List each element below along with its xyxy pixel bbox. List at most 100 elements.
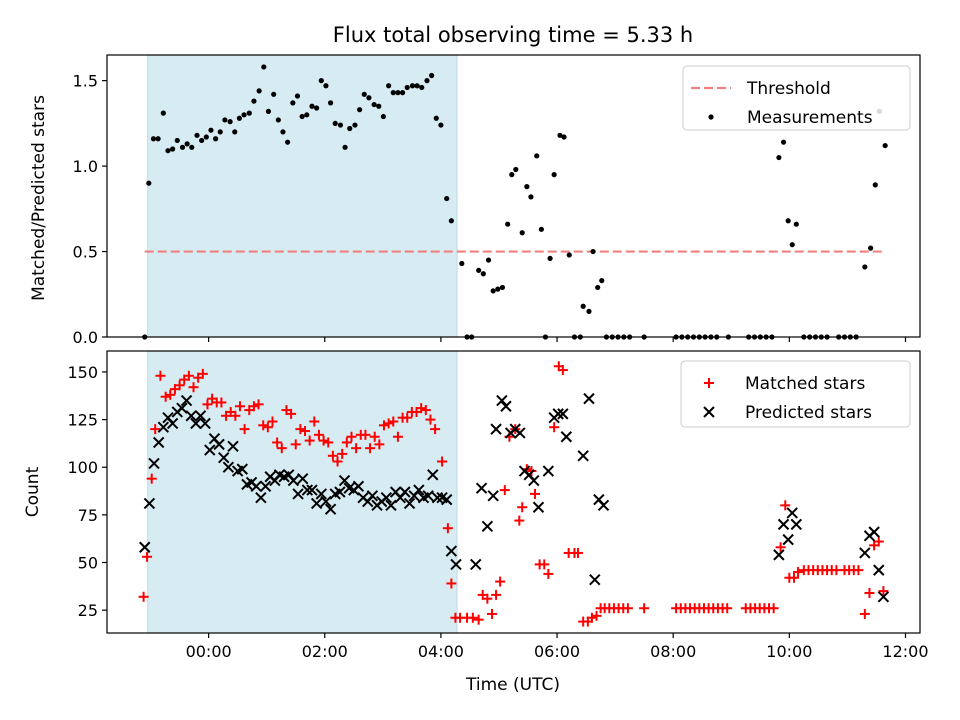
predicted-stars-point — [496, 394, 508, 407]
predicted-stars-point — [366, 490, 379, 502]
x-b — [560, 431, 573, 443]
matched-stars-point — [150, 424, 161, 435]
measurement-point — [179, 144, 186, 150]
x-b — [528, 474, 540, 487]
matched-stars-point — [188, 382, 199, 393]
matched-stars-point — [780, 500, 791, 511]
x-tick-label: 12:00 — [882, 642, 928, 661]
measurement-point — [590, 248, 596, 255]
x-b — [589, 573, 601, 586]
x-b — [490, 423, 502, 435]
measurement-point — [275, 117, 281, 123]
matched-stars-point — [873, 536, 884, 547]
predicted-stars-point — [868, 526, 880, 538]
matched-stars-point — [543, 568, 554, 579]
predicted-stars-point — [577, 450, 589, 462]
legend-label: Measurements — [747, 108, 873, 128]
matched-stars-point — [304, 435, 315, 446]
measurement-point — [246, 110, 252, 116]
ratio-plot-area: 0.0 0.5 1.0 1.5 Threshold Measurements — [73, 54, 921, 347]
predicted-stars-point — [470, 558, 482, 571]
measurement-point — [862, 264, 868, 270]
measurement-point — [513, 166, 519, 173]
predicted-stars-point — [255, 492, 267, 504]
measurement-point — [347, 125, 353, 132]
predicted-stars-point — [790, 518, 803, 531]
x-b — [782, 533, 794, 546]
measurement-point — [189, 144, 195, 150]
measurement-point — [882, 142, 888, 149]
y-tick-label: 1.0 — [73, 157, 98, 176]
legend-box — [682, 65, 911, 131]
predicted-stars-point — [148, 457, 160, 470]
axes-frame — [106, 350, 921, 634]
measurement-point — [155, 136, 161, 142]
series-1 — [139, 392, 890, 603]
legend-label: Threshold — [746, 79, 831, 99]
measurement-point — [399, 90, 406, 96]
matched-stars-point — [183, 370, 194, 381]
matched-stars-point — [286, 408, 297, 419]
legend: Matched stars Predicted stars — [680, 360, 911, 428]
x-b — [236, 463, 249, 475]
measurement-point — [212, 136, 219, 142]
predicted-stars-point — [190, 417, 202, 430]
x-tick-label: 00:00 — [186, 642, 232, 661]
y-tick-label: 125 — [67, 411, 98, 430]
matched-stars-point — [526, 466, 537, 477]
predicted-stars-point — [528, 474, 540, 487]
predicted-stars-point — [152, 436, 165, 449]
measurement-point — [232, 129, 238, 135]
x-b — [877, 591, 890, 603]
measurement-point — [361, 91, 367, 97]
y-tick-label: 1.5 — [73, 72, 98, 91]
x-b — [296, 472, 309, 485]
x-b — [255, 492, 267, 504]
x-b — [790, 518, 803, 531]
measurement-point — [551, 172, 557, 178]
measurement-point — [265, 108, 272, 114]
x-b — [577, 450, 589, 462]
predicted-stars-point — [859, 547, 871, 559]
x-b — [287, 474, 300, 487]
x-b — [352, 480, 365, 492]
matched-stars-point — [622, 603, 633, 614]
matched-stars-point — [388, 416, 399, 427]
x-tick-label: 06:00 — [534, 642, 580, 661]
measurement-point — [194, 132, 200, 138]
measurement-point — [309, 103, 315, 109]
measurement-point — [586, 308, 592, 314]
matched-stars-point — [487, 608, 498, 619]
x-b — [324, 503, 337, 515]
matched-stars-point — [499, 485, 510, 496]
x-b — [786, 507, 798, 519]
matched-stars-point — [853, 565, 864, 576]
measurement-point — [271, 91, 277, 97]
predicted-stars-point — [287, 474, 300, 487]
matched-stars-point — [146, 473, 157, 484]
x-b — [496, 394, 508, 407]
matched-stars-point — [639, 603, 650, 614]
legend-predicted-swatch — [703, 406, 715, 418]
matched-stars-point — [425, 414, 436, 425]
x-b — [514, 427, 526, 439]
predicted-stars-point — [213, 438, 225, 451]
measurement-point — [357, 107, 363, 113]
matched-stars-point — [722, 603, 733, 614]
matched-stars-point — [332, 456, 343, 467]
legend-box — [680, 360, 911, 428]
predicted-stars-point — [352, 480, 365, 492]
predicted-stars-point — [292, 488, 304, 500]
predicted-stars-point — [296, 472, 309, 485]
matched-stars-point — [239, 424, 250, 435]
y-tick-label: 75 — [78, 506, 98, 525]
measurement-point — [424, 78, 430, 84]
measurement-point — [342, 144, 348, 150]
predicted-stars-point — [500, 400, 512, 412]
predicted-stars-point — [315, 488, 327, 500]
measurement-point — [332, 120, 338, 126]
measurement-point — [256, 88, 262, 94]
x-b — [366, 490, 379, 502]
matched-stars-point — [262, 422, 273, 433]
